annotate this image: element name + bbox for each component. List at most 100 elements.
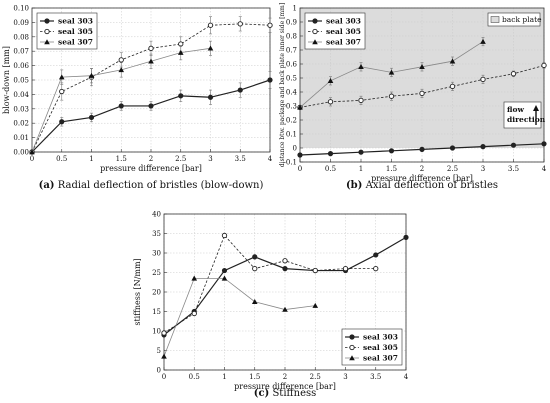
x-tick-label: 1.5: [249, 373, 260, 381]
x-tick-label: 2: [149, 155, 153, 163]
data-point: [59, 119, 65, 125]
data-point: [148, 103, 154, 109]
y-tick-label: 0.5: [286, 75, 297, 83]
data-point: [312, 267, 318, 274]
data-point: [373, 252, 379, 258]
caption-letter: (a): [39, 180, 55, 191]
x-tick-label: 0: [298, 165, 302, 173]
data-point: [358, 64, 364, 70]
data-point: [118, 57, 124, 63]
y-tick-label: 0.3: [286, 103, 297, 111]
legend-marker: [349, 344, 355, 351]
y-tick-label: 0.8: [286, 33, 297, 41]
legend-marker: [349, 355, 355, 361]
y-tick-label: 0.04: [13, 91, 29, 99]
y-tick-label: 0.09: [13, 19, 29, 27]
legend-label: seal 305: [58, 27, 93, 36]
y-tick-label: 0.4: [286, 89, 298, 97]
data-point: [480, 38, 486, 44]
legend-label: seal 303: [58, 17, 93, 26]
data-point: [221, 267, 228, 274]
x-axis-label: pressure difference [bar]: [234, 382, 336, 391]
flow-arrow-head: [533, 105, 539, 111]
flow-direction-box: [503, 101, 542, 129]
data-point: [282, 258, 288, 264]
x-tick-label: 2.5: [310, 373, 321, 381]
y-tick-label: 0.03: [13, 105, 29, 113]
data-point: [541, 141, 547, 147]
y-tick-label: 0.00: [13, 149, 29, 157]
data-point: [327, 99, 334, 105]
legend-marker: [44, 18, 50, 24]
legend-label: seal 303: [326, 17, 361, 26]
data-point: [161, 353, 167, 359]
legend-marker: [44, 39, 50, 45]
legend-marker: [312, 18, 318, 24]
back-plate-swatch: [490, 16, 500, 23]
y-tick-label: 0.06: [13, 62, 29, 70]
series-seal-307: [161, 275, 319, 359]
x-tick-label: 2.5: [175, 155, 186, 163]
y-tick-label: 0.08: [13, 33, 29, 41]
data-point: [282, 265, 288, 272]
legend-label: seal 307: [363, 354, 398, 363]
y-axis-label: blow-down [mm]: [2, 46, 11, 114]
data-point: [388, 93, 395, 99]
data-point: [191, 310, 197, 317]
data-point: [327, 78, 334, 84]
data-point: [29, 149, 35, 155]
y-tick-label: 25: [152, 269, 161, 277]
y-tick-label: 0: [293, 145, 297, 153]
data-point: [510, 142, 517, 148]
data-point: [237, 21, 243, 27]
data-point: [267, 77, 273, 83]
data-point: [403, 234, 409, 240]
x-tick-label: 2: [420, 165, 424, 173]
y-tick-label: 1: [293, 5, 297, 13]
data-point: [191, 275, 198, 281]
legend-label: seal 303: [363, 333, 398, 342]
x-tick-label: 3.5: [370, 373, 381, 381]
legend-marker: [349, 334, 355, 340]
chart-c: 0 0.5 1 1.5 2 2.5 3 3.5 40510152025303540pressur…: [133, 211, 409, 400]
legend-marker: [312, 28, 318, 35]
x-tick-label: 4: [404, 373, 409, 381]
data-point: [118, 103, 124, 109]
data-point: [221, 275, 228, 281]
caption-text: Radial deflection of bristles (blow-down…: [55, 180, 264, 191]
y-tick-label: 0: [157, 367, 161, 375]
series-line: [163, 277, 316, 357]
legend-marker: [312, 39, 318, 45]
x-tick-label: 3.5: [235, 155, 246, 163]
x-tick-label: 1: [359, 165, 363, 173]
data-point: [480, 76, 486, 83]
data-point: [358, 97, 364, 104]
series-seal-305: [161, 232, 379, 336]
data-point: [419, 146, 425, 152]
data-point: [541, 62, 547, 69]
x-tick-label: 3: [208, 155, 212, 163]
flow-label-line1: flow: [507, 105, 524, 114]
data-point: [207, 22, 214, 28]
x-tick-label: 0: [30, 155, 34, 163]
series-seal-305: [29, 16, 273, 155]
y-tick-label: 5: [157, 347, 161, 355]
data-point: [88, 72, 95, 78]
legend-label: seal 307: [326, 38, 361, 47]
data-point: [449, 83, 456, 90]
y-tick-label: 15: [152, 308, 161, 316]
x-tick-label: 1.5: [386, 165, 397, 173]
series-line: [299, 65, 545, 108]
x-tick-label: 3: [343, 373, 347, 381]
data-point: [449, 145, 456, 151]
data-point: [282, 306, 288, 312]
series-seal-303: [29, 71, 273, 155]
y-tick-label: 0.05: [13, 77, 29, 85]
y-tick-label: 10: [152, 328, 161, 336]
data-point: [480, 144, 486, 150]
series-seal-303: [297, 141, 547, 158]
